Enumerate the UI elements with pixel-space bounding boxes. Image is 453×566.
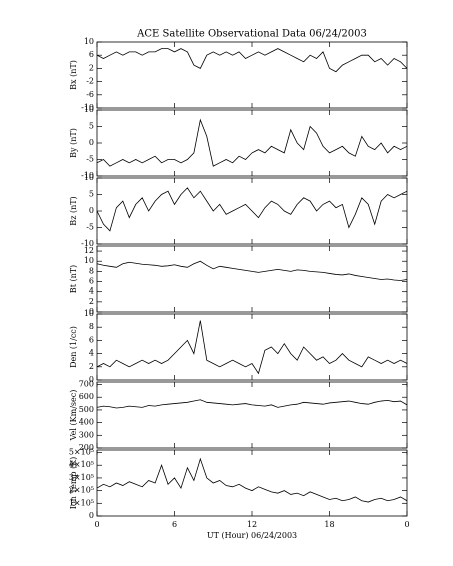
y-tick-label: 0 [89,307,94,316]
y-tick-label: 10 [84,256,94,265]
y-tick-label: -10 [81,103,94,112]
y-tick-label: -5 [86,155,94,164]
y-tick-label: 200 [79,443,94,452]
panel-frame [96,313,408,381]
chart-title: ACE Satellite Observational Data 06/24/2… [136,29,367,40]
y-axis-label: Ion Temp (K) [69,457,78,510]
y-tick-label: 2×10⁵ [69,486,94,495]
y-tick-label: 5×10⁵ [69,448,94,457]
y-tick-label: 2 [89,63,94,72]
y-tick-label: 600 [79,392,94,401]
y-axis-label: Vel (Km/sec) [69,390,78,442]
y-tick-label: 12 [84,246,94,255]
panel-frame [96,449,408,517]
y-tick-label: -10 [81,171,94,180]
x-tick-label: 18 [324,520,334,529]
y-tick-label: 0 [89,138,94,147]
y-tick-label: 2 [89,297,94,306]
y-tick-label: 10 [84,37,94,46]
y-tick-label: 300 [79,430,94,439]
x-tick-label: 0 [404,520,409,529]
y-tick-label: 0 [89,375,94,384]
y-tick-label: 5 [89,122,94,131]
y-axis-label: Den (1/cc) [69,326,78,368]
y-tick-label: 0 [89,206,94,215]
x-axis-label: UT (Hour) 06/24/2003 [207,531,297,540]
data-line [96,320,408,375]
y-axis-label: Bt (nT) [69,265,78,293]
y-tick-label: 400 [79,418,94,427]
data-line [96,118,408,167]
panel-frame [96,109,408,177]
y-tick-label: 6 [89,50,94,59]
y-tick-label: 4 [89,349,94,358]
data-line [96,48,408,73]
y-tick-label: 4 [89,287,94,296]
data-line [96,187,408,232]
panel-frame [96,245,408,313]
x-tick-label: 12 [247,520,257,529]
y-tick-label: 5 [89,190,94,199]
panel-frame [96,41,408,109]
y-tick-label: 10 [84,309,94,318]
y-tick-label: 2 [89,362,94,371]
y-axis-label: By (nT) [69,128,78,158]
y-axis-label: Bz (nT) [69,196,78,225]
data-line [96,399,408,409]
y-tick-label: 3×10⁵ [69,473,94,482]
x-tick-label: 0 [94,520,99,529]
y-tick-label: 500 [79,405,94,414]
y-tick-label: 4×10⁵ [69,460,94,469]
y-tick-label: 8 [89,266,94,275]
y-tick-label: -6 [86,90,94,99]
y-tick-label: -2 [86,77,94,86]
y-tick-label: 10 [84,173,94,182]
y-tick-label: 0 [89,511,94,520]
y-tick-label: -5 [86,223,94,232]
x-tick-label: 6 [172,520,177,529]
y-tick-label: 10 [84,105,94,114]
y-tick-label: 6 [89,277,94,286]
y-tick-label: 1×10⁵ [69,498,94,507]
data-line [96,457,408,503]
y-axis-label: Bx (nT) [69,60,78,90]
y-tick-label: 8 [89,322,94,331]
data-line [96,260,408,281]
y-tick-label: 700 [79,380,94,389]
y-tick-label: 6 [89,335,94,344]
y-tick-label: -10 [81,239,94,248]
panel-frame [96,381,408,449]
